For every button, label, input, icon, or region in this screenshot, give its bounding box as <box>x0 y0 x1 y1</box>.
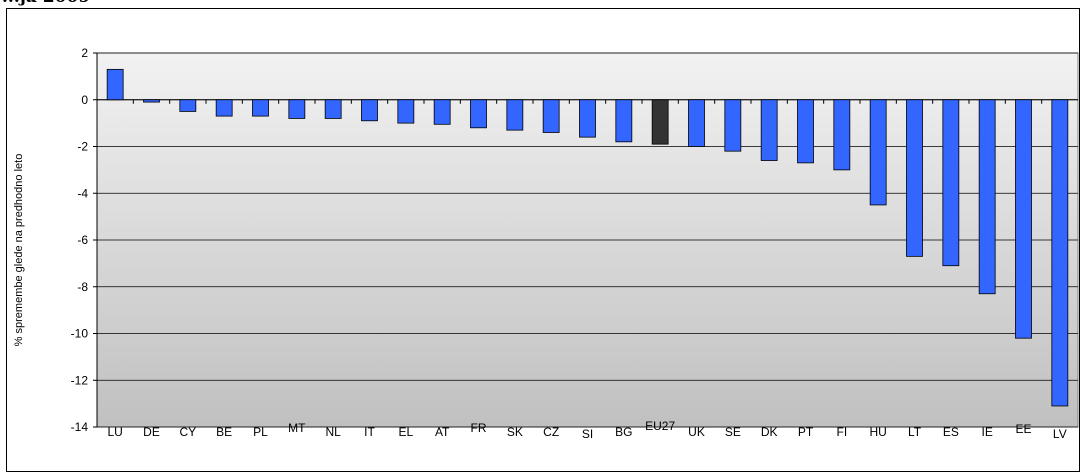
x-tick-label-bg: BG <box>615 425 632 439</box>
y-tick-label: 2 <box>81 46 88 60</box>
y-tick-label: -12 <box>71 373 89 387</box>
x-tick-label-pl: PL <box>253 425 268 439</box>
y-axis-label: % spremembe glede na predhodno leto <box>13 154 25 347</box>
bar-lt <box>906 99 923 257</box>
bar-it <box>361 99 378 122</box>
x-tick-label-mt: MT <box>288 421 306 435</box>
chart-title: ...ja 2009 <box>0 0 1084 17</box>
x-tick-label-be: BE <box>216 425 232 439</box>
x-tick-label-si: SI <box>582 427 593 441</box>
y-tick-label: 0 <box>81 93 88 107</box>
x-tick-label-es: ES <box>943 425 959 439</box>
bar-fi <box>833 99 851 171</box>
x-tick-label-pt: PT <box>798 425 814 439</box>
x-tick-label-it: IT <box>364 425 375 439</box>
bar-si <box>579 99 596 138</box>
bar-at <box>433 99 451 125</box>
bar-hu <box>869 99 887 206</box>
bar-cz <box>542 99 560 133</box>
x-tick-label-lv: LV <box>1053 427 1067 441</box>
bar-nl <box>324 99 342 119</box>
bar-be <box>215 99 233 117</box>
x-tick-label-hu: HU <box>869 425 886 439</box>
y-tick-label: -6 <box>77 233 88 247</box>
bar-fr <box>470 99 487 129</box>
x-tick-label-nl: NL <box>325 425 341 439</box>
x-tick-label-ee: EE <box>1015 422 1031 436</box>
x-tick-label-cy: CY <box>179 425 196 439</box>
y-tick-label: -10 <box>71 327 89 341</box>
x-axis: LU DE CY BE PL MT NL IT EL AT FR SK CZ SI BG EU27 UK SE DK… <box>107 419 1066 441</box>
bar-cy <box>179 99 197 112</box>
bar-lu <box>106 68 124 101</box>
bar-uk <box>688 99 705 147</box>
bar-ee <box>1015 99 1032 339</box>
x-tick-label-sk: SK <box>507 425 523 439</box>
y-tick-label: -14 <box>71 420 89 434</box>
y-axis: 2 0 -2 -4 -6 -8 -10 -12 -14 <box>71 46 98 434</box>
x-tick-label-fr: FR <box>471 421 487 435</box>
bar-dk <box>760 99 778 161</box>
x-tick-label-ie: IE <box>981 425 992 439</box>
x-tick-label-cz: CZ <box>543 425 559 439</box>
bar-el <box>397 99 415 124</box>
y-tick-label: -8 <box>77 280 88 294</box>
bar-sk <box>506 99 524 131</box>
bar-se <box>724 99 742 152</box>
bar-de <box>143 99 160 103</box>
x-tick-label-dk: DK <box>761 425 778 439</box>
bars <box>96 68 1078 407</box>
bar-pl <box>252 99 269 117</box>
x-tick-label-eu27: EU27 <box>645 419 675 433</box>
bar-lv <box>1051 99 1069 407</box>
x-tick-label-fi: FI <box>836 425 847 439</box>
x-tick-label-lt: LT <box>908 425 922 439</box>
bar-bg <box>615 99 633 143</box>
x-tick-label-at: AT <box>435 425 450 439</box>
bar-eu27 <box>651 99 669 145</box>
x-tick-label-se: SE <box>725 425 741 439</box>
x-tick-label-uk: UK <box>688 425 705 439</box>
x-tick-label-lu: LU <box>107 425 122 439</box>
x-tick-label-el: EL <box>398 425 413 439</box>
bar-pt <box>797 99 814 164</box>
y-tick-label: -4 <box>77 186 88 200</box>
bar-ie <box>978 99 996 295</box>
y-tick-label: -2 <box>77 140 88 154</box>
x-tick-label-de: DE <box>143 425 160 439</box>
bar-mt <box>288 99 306 119</box>
bar-es <box>942 99 960 267</box>
